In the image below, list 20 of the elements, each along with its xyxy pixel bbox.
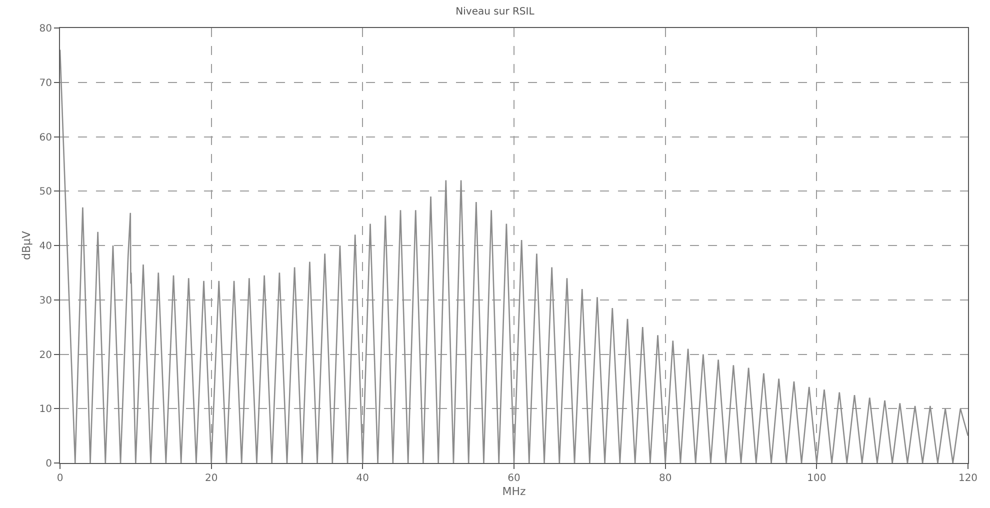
y-tick-label: 60 (39, 132, 52, 144)
chart-title: Niveau sur RSIL (456, 6, 535, 18)
x-tick-label: 120 (958, 473, 978, 484)
x-tick-label: 80 (658, 473, 672, 484)
y-tick-label: 80 (39, 24, 52, 34)
x-tick-label: 20 (204, 473, 218, 484)
y-tick-label: 10 (39, 404, 52, 416)
x-tick-label: 0 (56, 473, 64, 484)
y-tick-label: 30 (39, 295, 52, 306)
x-tick-label: 40 (356, 473, 370, 484)
y-tick-label: 70 (39, 78, 52, 89)
y-tick-label: 50 (39, 186, 52, 198)
x-axis-title: MHz (502, 485, 526, 498)
y-tick-label: 20 (39, 350, 52, 361)
y-axis-title: dBµV (20, 230, 33, 260)
y-tick-label: 0 (46, 458, 52, 470)
y-tick-label: 40 (39, 241, 52, 252)
x-tick-label: 100 (807, 473, 826, 484)
line-series (60, 49, 968, 463)
x-tick-label: 60 (508, 473, 520, 484)
